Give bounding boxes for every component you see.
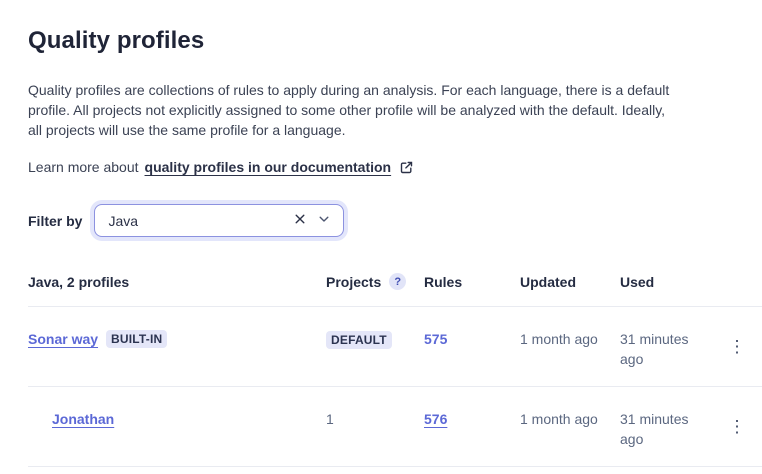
used-cell: 31 minutes ago [620, 386, 712, 467]
learn-more-prefix: Learn more about [28, 159, 139, 175]
projects-cell: 1 [326, 386, 424, 467]
page-title: Quality profiles [28, 27, 205, 54]
filter-bar: Filter by Java [28, 204, 762, 237]
clear-x-icon [293, 212, 307, 229]
column-header-projects: Projects ? [326, 273, 424, 307]
open-dropdown-button[interactable] [315, 210, 333, 231]
column-header-used: Used [620, 273, 712, 307]
projects-cell: DEFAULT [326, 306, 424, 387]
selected-language: Java [108, 212, 139, 229]
learn-more-line: Learn more about quality profiles in our… [28, 157, 762, 177]
row-actions-menu-button[interactable]: ⋮ [721, 332, 754, 361]
rules-cell: 575 [424, 306, 520, 387]
filter-by-label: Filter by [28, 212, 83, 229]
rules-count-link[interactable]: 576 [424, 411, 448, 427]
column-header-actions [712, 273, 762, 307]
table-row: Jonathan 1 576 1 month ago 31 minutes ag… [28, 386, 762, 467]
documentation-link[interactable]: quality profiles in our documentation [144, 159, 392, 175]
page-description: Quality profiles are collections of rule… [28, 82, 670, 138]
rules-count-link[interactable]: 575 [424, 331, 448, 347]
kebab-icon: ⋮ [728, 417, 746, 436]
actions-cell: ⋮ [712, 386, 762, 467]
default-badge: DEFAULT [326, 331, 392, 349]
actions-cell: ⋮ [712, 306, 762, 387]
external-link-icon [399, 160, 414, 175]
profile-name-cell: Jonathan [28, 386, 326, 467]
used-cell: 31 minutes ago [620, 306, 712, 387]
profile-name-cell: Sonar way BUILT-IN [28, 306, 326, 387]
row-actions-menu-button[interactable]: ⋮ [721, 412, 754, 441]
kebab-icon: ⋮ [728, 337, 746, 356]
updated-cell: 1 month ago [520, 306, 620, 387]
projects-help-icon[interactable]: ? [389, 273, 407, 290]
profile-link-sonar-way[interactable]: Sonar way [28, 331, 99, 347]
column-header-rules: Rules [424, 273, 520, 307]
table-header-row: Java, 2 profiles Projects ? Rules Update… [28, 273, 762, 307]
table-row: Sonar way BUILT-IN DEFAULT 575 1 month a… [28, 306, 762, 387]
column-header-updated: Updated [520, 273, 620, 307]
rules-cell: 576 [424, 386, 520, 467]
profiles-table: Java, 2 profiles Projects ? Rules Update… [28, 273, 762, 467]
clear-filter-button[interactable] [291, 210, 309, 231]
language-filter-select[interactable]: Java [94, 204, 345, 237]
chevron-down-icon [317, 212, 331, 229]
built-in-badge: BUILT-IN [106, 330, 168, 348]
profile-link-jonathan[interactable]: Jonathan [52, 411, 115, 427]
updated-cell: 1 month ago [520, 386, 620, 467]
table-caption: Java, 2 profiles [28, 273, 326, 307]
